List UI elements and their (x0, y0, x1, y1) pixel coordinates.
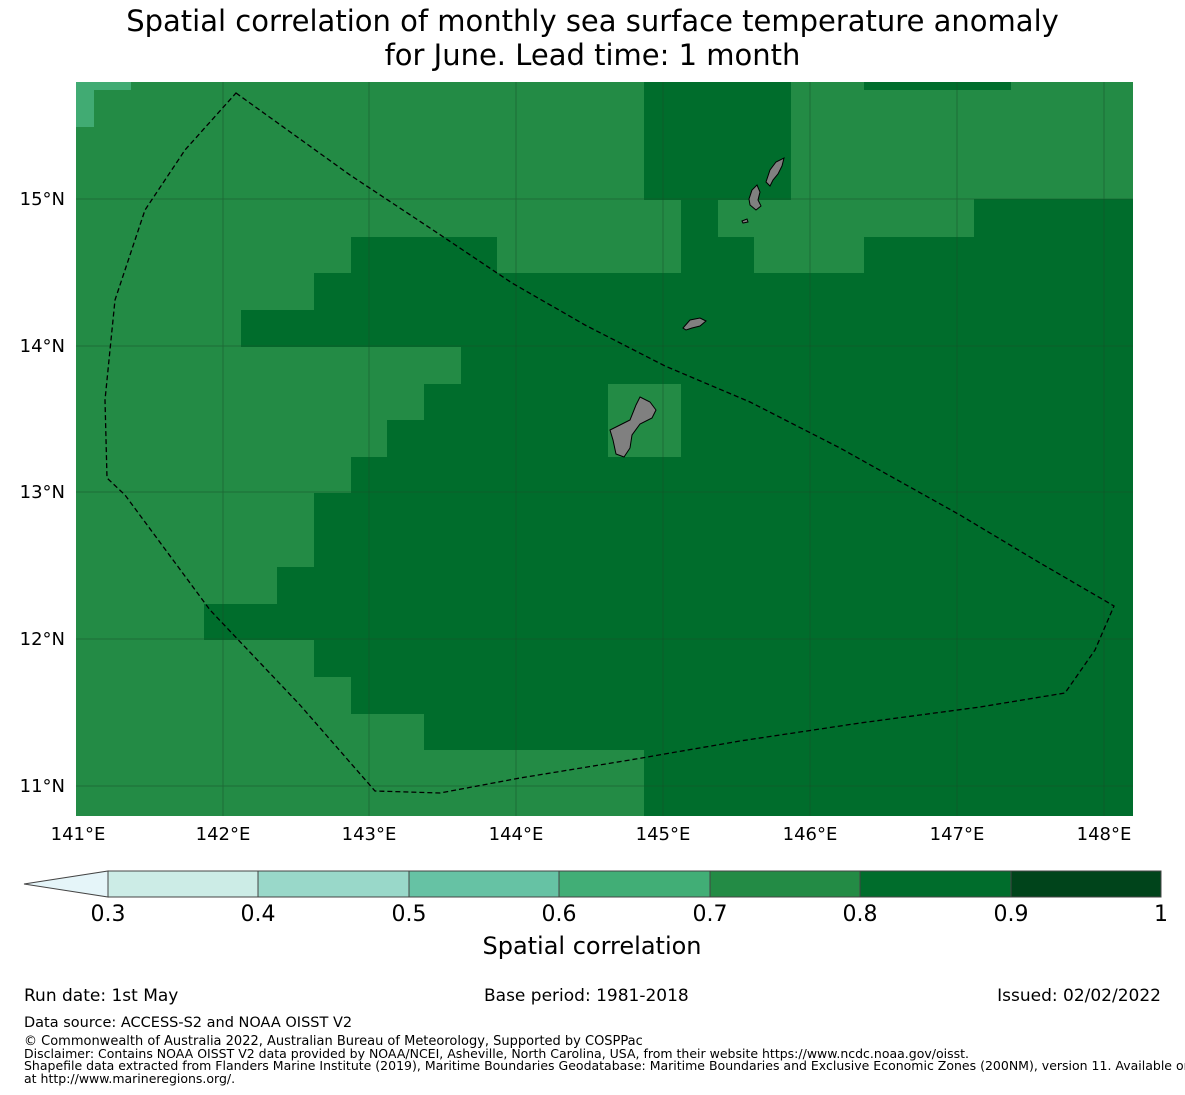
island-saipan (765, 157, 785, 187)
island-tinian (748, 184, 762, 211)
lat-label: 12°N (20, 629, 65, 650)
lat-label: 15°N (20, 189, 65, 210)
map-title: Spatial correlation of monthly sea surfa… (0, 4, 1185, 72)
base-period: Base period: 1981-2018 (484, 986, 689, 1006)
eez-boundary (104, 92, 1115, 794)
colorbar-title: Spatial correlation (482, 932, 701, 960)
title-line-1: Spatial correlation of monthly sea surfa… (126, 4, 1059, 38)
shapefile-credit: Shapefile data extracted from Flanders M… (24, 1059, 1185, 1085)
lat-label: 13°N (20, 482, 65, 503)
colorbar-tick: 0.8 (843, 902, 878, 927)
map-panel (76, 82, 1133, 816)
colorbar-seg (257, 870, 410, 898)
island-aguijan (741, 218, 749, 224)
islands (609, 157, 785, 458)
lon-label: 145°E (636, 824, 691, 845)
lat-label: 14°N (20, 336, 65, 357)
lat-label: 11°N (20, 776, 65, 797)
colorbar: 0.3 0.4 0.5 0.6 0.7 0.8 0.9 1 Spatial co… (23, 870, 1169, 960)
colorbar-seg (709, 870, 861, 898)
lon-label: 141°E (51, 824, 106, 845)
colorbar-tick: 0.7 (693, 902, 728, 927)
colorbar-tick: 0.6 (542, 902, 577, 927)
lon-label: 143°E (342, 824, 397, 845)
lon-label: 144°E (489, 824, 544, 845)
region-0.6-0.7 (76, 82, 131, 127)
data-source: Data source: ACCESS-S2 and NOAA OISST V2 (24, 1015, 353, 1031)
colorbar-tick: 1 (1154, 902, 1168, 927)
colorbar-seg (107, 870, 259, 898)
run-date: Run date: 1st May (24, 986, 179, 1006)
shapefile-line-1: Shapefile data extracted from Flanders M… (24, 1058, 1185, 1073)
title-line-2: for June. Lead time: 1 month (384, 38, 801, 72)
colorbar-seg (558, 870, 711, 898)
lon-label: 146°E (783, 824, 838, 845)
lon-labels: 141°E 142°E 143°E 144°E 145°E 146°E 147°… (51, 824, 1132, 845)
shapefile-line-2: at http://www.marineregions.org/. (24, 1071, 236, 1086)
lon-label: 147°E (930, 824, 985, 845)
colorbar-seg (859, 870, 1012, 898)
island-guam (609, 396, 657, 458)
colorbar-extend-arrow (23, 870, 109, 898)
colorbar-ticks: 0.3 0.4 0.5 0.6 0.7 0.8 0.9 1 (91, 902, 1169, 927)
copyright: © Commonwealth of Australia 2022, Austra… (24, 1034, 643, 1049)
gridlines (76, 82, 1133, 816)
colorbar-seg (408, 870, 560, 898)
colorbar-tick: 0.5 (392, 902, 427, 927)
colorbar-tick: 0.4 (241, 902, 276, 927)
region-0.8-0.9 (204, 82, 1133, 816)
lat-labels: 15°N 14°N 13°N 12°N 11°N (20, 189, 65, 797)
lon-label: 148°E (1077, 824, 1132, 845)
colorbar-seg (1010, 870, 1162, 898)
lon-label: 142°E (196, 824, 251, 845)
issued-date: Issued: 02/02/2022 (997, 986, 1161, 1006)
colorbar-tick: 0.9 (994, 902, 1029, 927)
colorbar-tick: 0.3 (91, 902, 126, 927)
disclaimer: Disclaimer: Contains NOAA OISST V2 data … (24, 1046, 969, 1061)
island-rota (682, 317, 707, 331)
